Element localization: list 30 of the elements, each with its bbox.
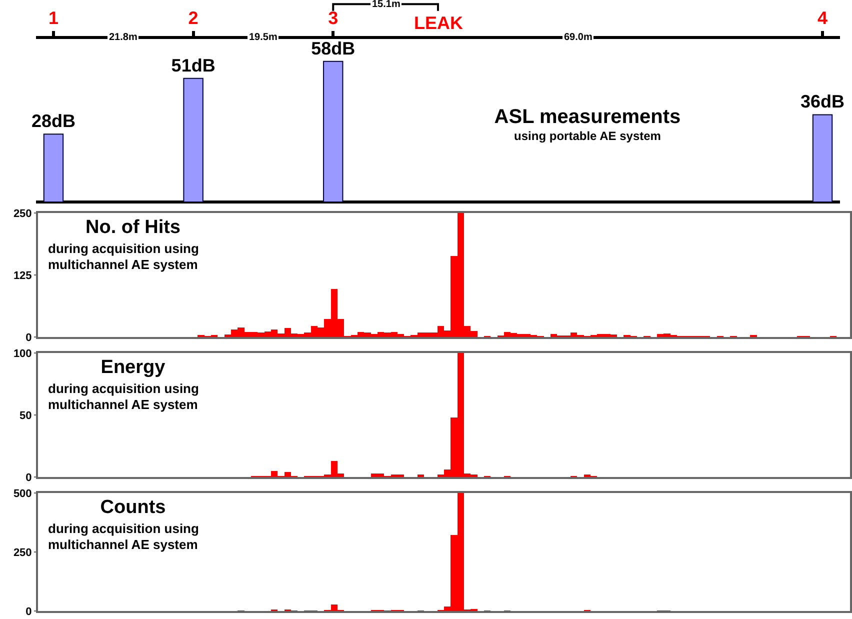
y-tick-label: 250 (13, 208, 32, 220)
text: 19.5m (249, 32, 278, 43)
chart-title: Counts (99, 497, 167, 519)
y-tick-label: 0 (26, 332, 32, 344)
text: 69.0m (564, 32, 592, 43)
text: ASL measurements (493, 106, 682, 129)
x-tick-label: 3 (328, 8, 338, 28)
text: 21.8m (109, 32, 138, 43)
y-tick-label: 250 (13, 546, 32, 559)
text: during acquisition using multichannel AE system (48, 381, 200, 413)
chart-title: Energy (100, 357, 166, 379)
x-tick-label: 1 (48, 8, 58, 28)
text: using portable AE system (513, 128, 662, 144)
data-label: 28dB (31, 111, 76, 132)
chart-title: No. of Hits (84, 217, 182, 239)
data-label: 36dB (800, 92, 845, 112)
text: 15.1m (372, 0, 400, 10)
text: during acquisition using multichannel AE system (48, 241, 200, 273)
y-tick-label: 50 (20, 410, 32, 422)
text: during acquisition using multichannel AE system (48, 521, 200, 553)
y-tick-label: 0 (26, 606, 32, 618)
data-label: 51dB (171, 55, 216, 76)
x-tick-label: 4 (818, 8, 828, 28)
y-tick-label: 500 (13, 488, 32, 500)
y-tick-label: 125 (13, 270, 32, 282)
x-tick-label: 2 (188, 8, 198, 28)
text: LEAK (414, 13, 463, 33)
data-label: 58dB (311, 38, 356, 58)
y-tick-label: 0 (26, 472, 32, 484)
y-tick-label: 100 (13, 348, 32, 360)
